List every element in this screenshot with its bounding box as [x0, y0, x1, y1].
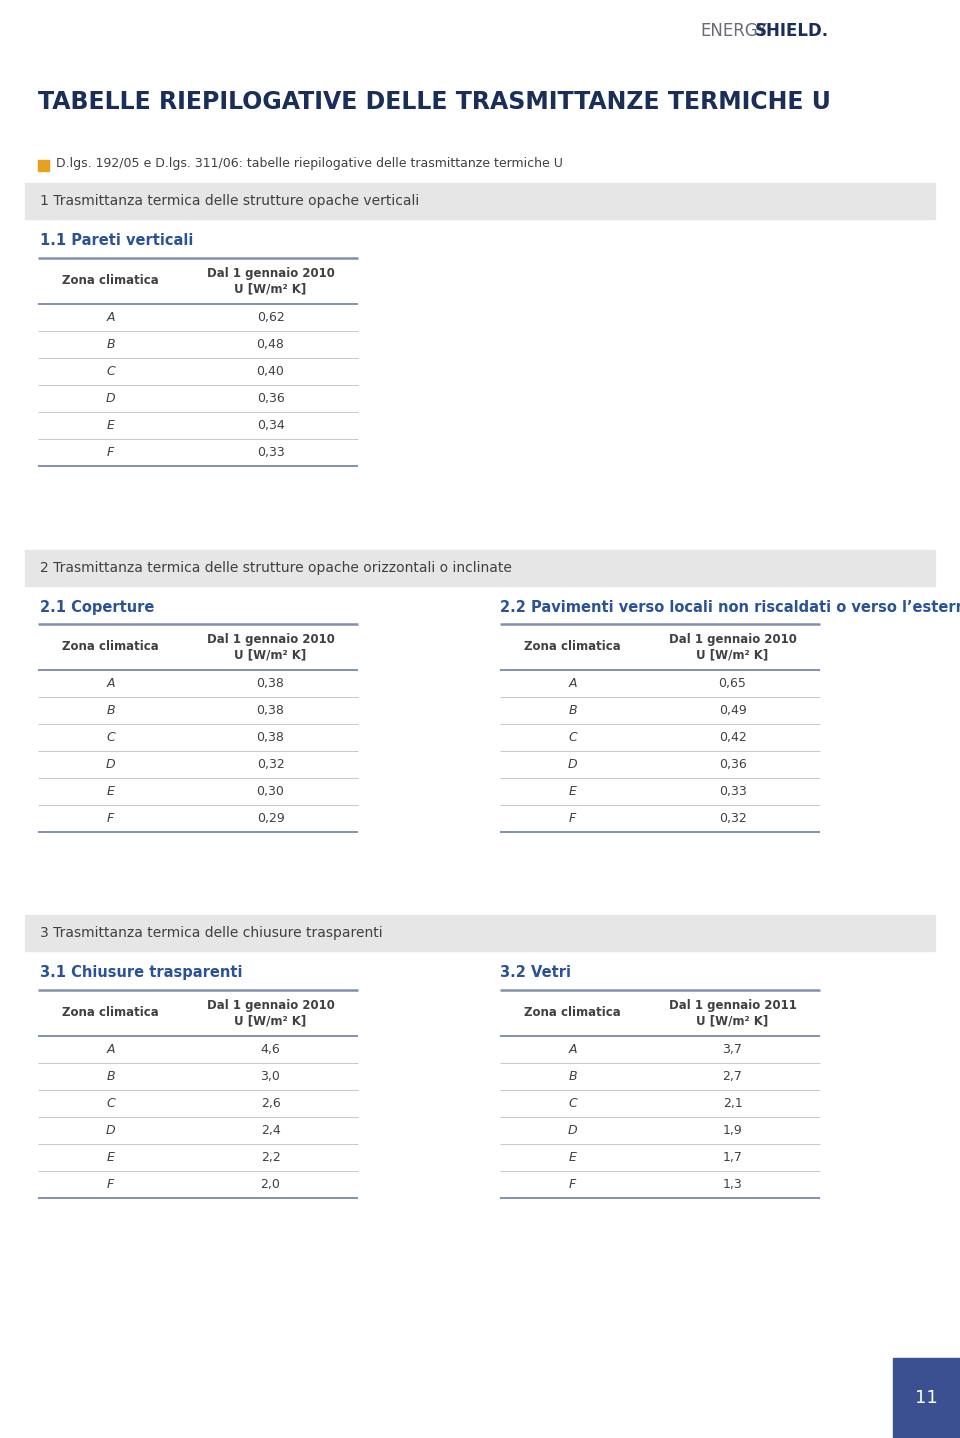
Text: ENERGY: ENERGY: [700, 22, 767, 40]
Text: 0,33: 0,33: [256, 446, 284, 459]
Text: 3 Trasmittanza termica delle chiusure trasparenti: 3 Trasmittanza termica delle chiusure tr…: [40, 926, 383, 940]
Text: 4,6: 4,6: [260, 1043, 280, 1055]
Text: 3,0: 3,0: [260, 1070, 280, 1083]
Text: D: D: [567, 758, 577, 771]
Text: B: B: [107, 1070, 115, 1083]
Text: 0,36: 0,36: [256, 393, 284, 406]
Bar: [38, 160, 49, 171]
Text: 3.1 Chiusure trasparenti: 3.1 Chiusure trasparenti: [40, 965, 243, 981]
Text: 11: 11: [915, 1389, 938, 1406]
Text: F: F: [107, 1178, 114, 1191]
Text: 1.1 Pareti verticali: 1.1 Pareti verticali: [40, 233, 193, 247]
Text: 2.1 Coperture: 2.1 Coperture: [40, 600, 155, 615]
Text: 0,48: 0,48: [256, 338, 284, 351]
Bar: [25, 549, 935, 587]
Bar: [25, 183, 935, 219]
Text: U [W/m² K]: U [W/m² K]: [696, 649, 769, 661]
Text: Zona climatica: Zona climatica: [524, 1007, 621, 1020]
Text: E: E: [568, 1150, 576, 1163]
Text: 2.2 Pavimenti verso locali non riscaldati o verso l’esterno: 2.2 Pavimenti verso locali non riscaldat…: [500, 600, 960, 615]
Text: D: D: [567, 1125, 577, 1137]
Text: 0,30: 0,30: [256, 785, 284, 798]
Text: C: C: [568, 731, 577, 743]
Text: 0,42: 0,42: [719, 731, 746, 743]
Text: 3.2 Vetri: 3.2 Vetri: [500, 965, 571, 981]
Text: U [W/m² K]: U [W/m² K]: [234, 649, 306, 661]
Text: A: A: [568, 1043, 577, 1055]
Text: 0,32: 0,32: [256, 758, 284, 771]
Text: B: B: [568, 705, 577, 718]
Text: Zona climatica: Zona climatica: [62, 275, 158, 288]
Text: 0,29: 0,29: [256, 812, 284, 825]
Text: 0,38: 0,38: [256, 677, 284, 690]
Text: 1,9: 1,9: [723, 1125, 742, 1137]
Text: 0,65: 0,65: [719, 677, 747, 690]
Text: U [W/m² K]: U [W/m² K]: [234, 1014, 306, 1028]
Text: 0,38: 0,38: [256, 731, 284, 743]
Text: 2,2: 2,2: [260, 1150, 280, 1163]
Text: D.lgs. 192/05 e D.lgs. 311/06: tabelle riepilogative delle trasmittanze termiche: D.lgs. 192/05 e D.lgs. 311/06: tabelle r…: [56, 157, 563, 170]
Text: Dal 1 gennaio 2011: Dal 1 gennaio 2011: [668, 999, 797, 1012]
Text: A: A: [107, 311, 115, 324]
Text: D: D: [106, 758, 115, 771]
Text: Zona climatica: Zona climatica: [524, 640, 621, 653]
Text: 2,1: 2,1: [723, 1097, 742, 1110]
Text: F: F: [107, 812, 114, 825]
Text: Dal 1 gennaio 2010: Dal 1 gennaio 2010: [206, 634, 334, 647]
Text: D: D: [106, 1125, 115, 1137]
Text: Dal 1 gennaio 2010: Dal 1 gennaio 2010: [668, 634, 797, 647]
Text: 1,7: 1,7: [723, 1150, 742, 1163]
Text: D: D: [106, 393, 115, 406]
Text: 0,32: 0,32: [719, 812, 746, 825]
Text: A: A: [107, 677, 115, 690]
Text: Dal 1 gennaio 2010: Dal 1 gennaio 2010: [206, 267, 334, 280]
Text: 3,7: 3,7: [723, 1043, 742, 1055]
Text: Dal 1 gennaio 2010: Dal 1 gennaio 2010: [206, 999, 334, 1012]
Text: E: E: [568, 785, 576, 798]
Text: 0,38: 0,38: [256, 705, 284, 718]
Text: 2,7: 2,7: [723, 1070, 742, 1083]
Text: 1,3: 1,3: [723, 1178, 742, 1191]
Text: 1 Trasmittanza termica delle strutture opache verticali: 1 Trasmittanza termica delle strutture o…: [40, 194, 420, 209]
Text: Zona climatica: Zona climatica: [62, 1007, 158, 1020]
Bar: [25, 915, 935, 951]
Text: F: F: [569, 812, 576, 825]
Text: C: C: [107, 731, 115, 743]
Text: 0,36: 0,36: [719, 758, 746, 771]
Text: F: F: [569, 1178, 576, 1191]
Text: B: B: [568, 1070, 577, 1083]
Bar: [893, 1357, 960, 1438]
Text: E: E: [107, 418, 114, 431]
Text: 0,40: 0,40: [256, 365, 284, 378]
Text: 0,49: 0,49: [719, 705, 746, 718]
Text: 0,62: 0,62: [256, 311, 284, 324]
Text: 0,34: 0,34: [256, 418, 284, 431]
Text: 2,6: 2,6: [260, 1097, 280, 1110]
Text: 2,4: 2,4: [260, 1125, 280, 1137]
Text: C: C: [568, 1097, 577, 1110]
Text: C: C: [107, 365, 115, 378]
Text: B: B: [107, 705, 115, 718]
Text: B: B: [107, 338, 115, 351]
Text: 2,0: 2,0: [260, 1178, 280, 1191]
Text: A: A: [568, 677, 577, 690]
Text: E: E: [107, 785, 114, 798]
Text: TABELLE RIEPILOGATIVE DELLE TRASMITTANZE TERMICHE U: TABELLE RIEPILOGATIVE DELLE TRASMITTANZE…: [38, 91, 830, 114]
Text: SHIELD.: SHIELD.: [755, 22, 829, 40]
Text: 2 Trasmittanza termica delle strutture opache orizzontali o inclinate: 2 Trasmittanza termica delle strutture o…: [40, 561, 512, 575]
Text: E: E: [107, 1150, 114, 1163]
Text: F: F: [107, 446, 114, 459]
Text: A: A: [107, 1043, 115, 1055]
Text: U [W/m² K]: U [W/m² K]: [696, 1014, 769, 1028]
Text: 0,33: 0,33: [719, 785, 746, 798]
Text: Zona climatica: Zona climatica: [62, 640, 158, 653]
Text: C: C: [107, 1097, 115, 1110]
Text: U [W/m² K]: U [W/m² K]: [234, 282, 306, 295]
